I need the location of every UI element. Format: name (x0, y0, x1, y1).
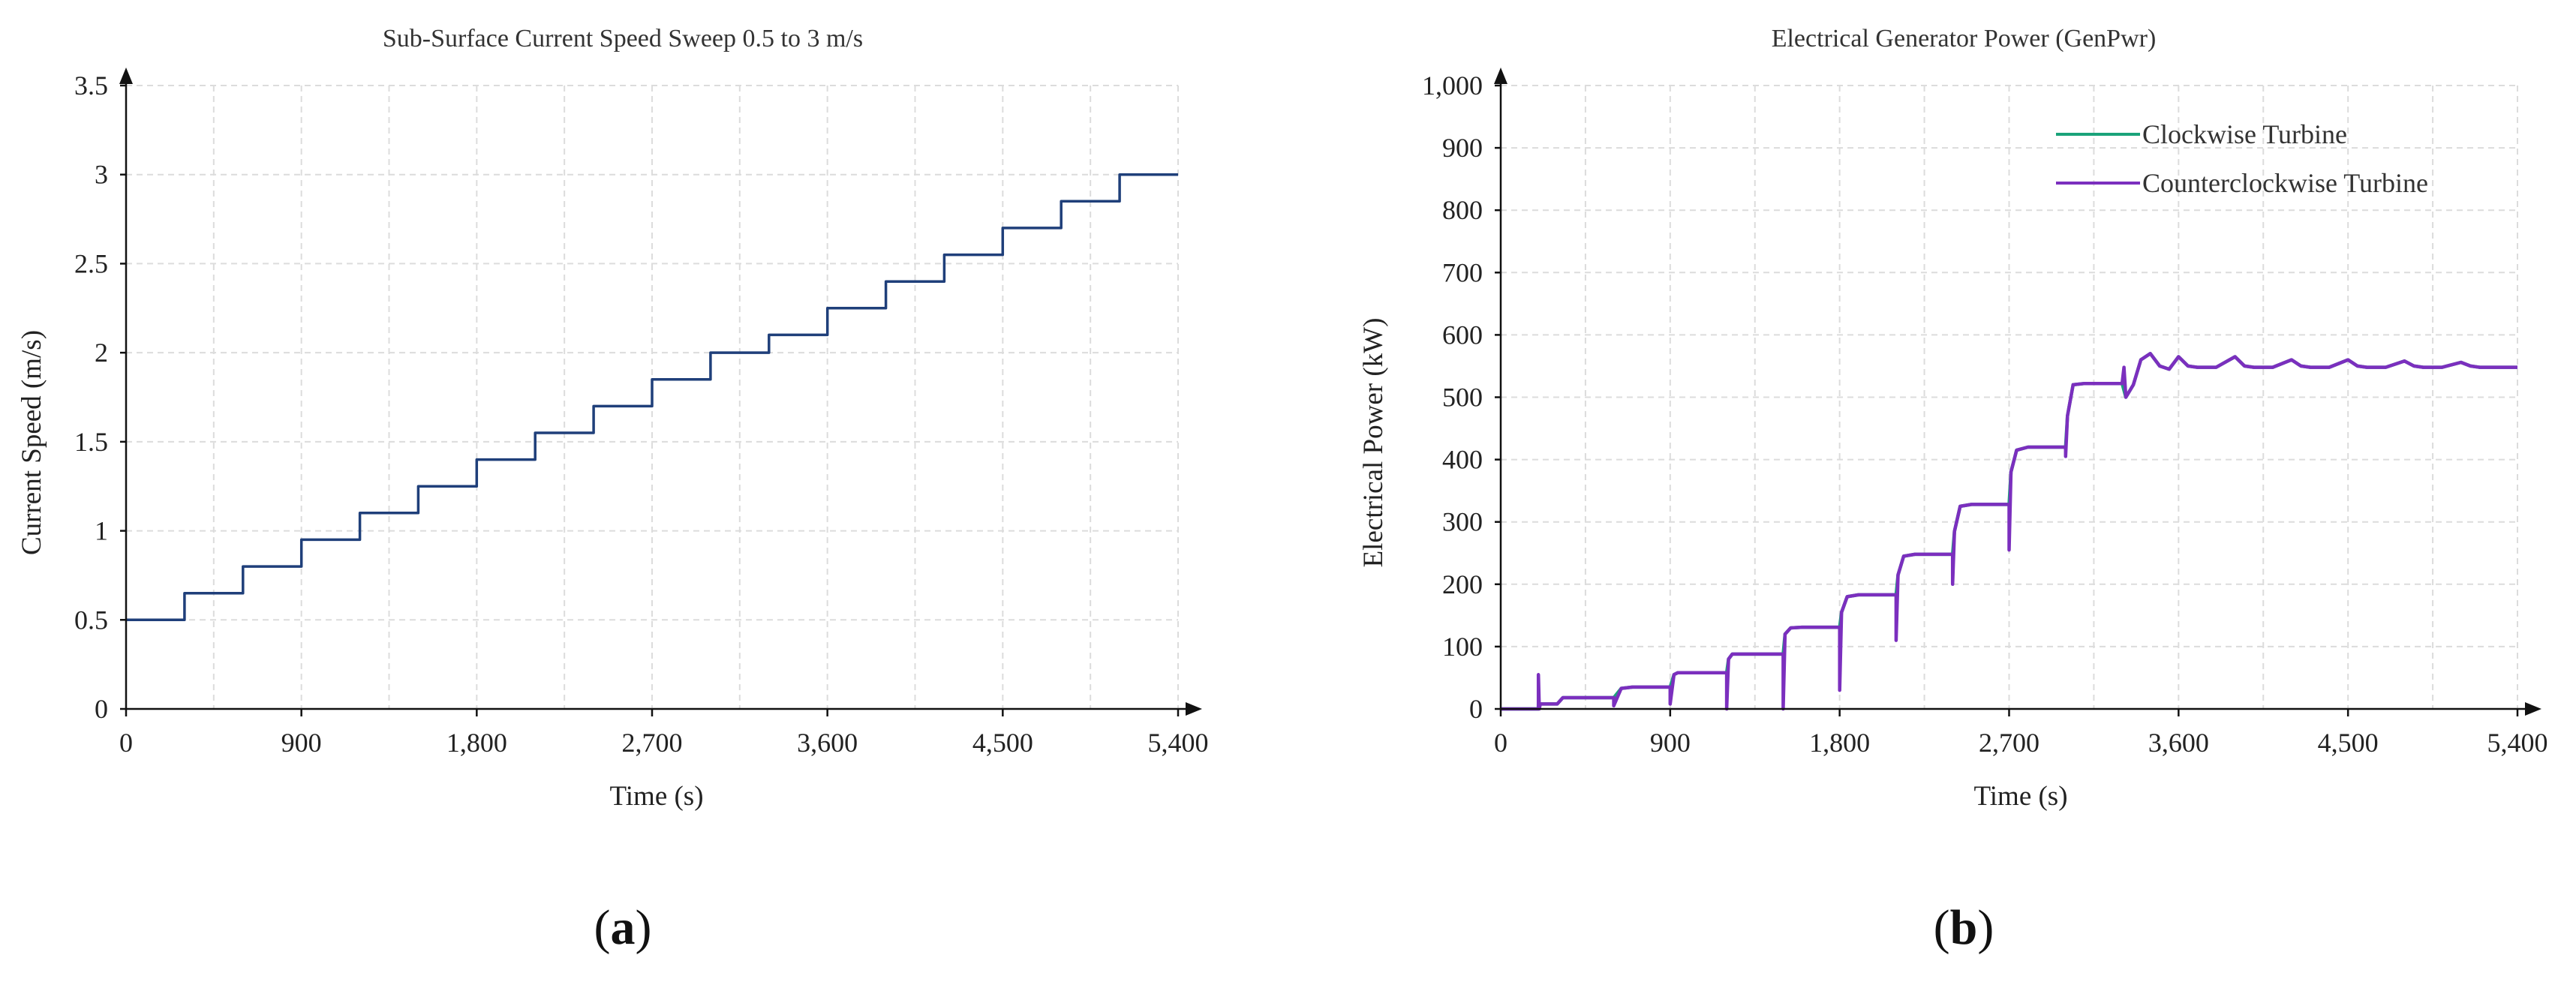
panel-label-b: (b) (1934, 900, 1994, 955)
y-tick-label: 700 (1442, 257, 1483, 287)
chart-b-y-axis-label: Electrical Power (kW) (1358, 318, 1389, 568)
y-axis-arrow (1494, 68, 1507, 84)
x-tick-label: 0 (119, 728, 133, 758)
x-tick-label: 3,600 (2148, 728, 2209, 758)
y-tick-label: 2.5 (74, 248, 108, 278)
y-tick-label: 600 (1442, 320, 1483, 350)
y-tick-label: 500 (1442, 383, 1483, 413)
y-tick-label: 100 (1442, 632, 1483, 662)
legend-label-counterclockwise: Counterclockwise Turbine (2142, 168, 2428, 198)
chart-b-x-axis-label: Time (s) (1973, 781, 2067, 812)
x-tick-label: 900 (1650, 728, 1691, 758)
y-tick-label: 1,000 (1422, 71, 1483, 101)
x-axis-arrow (2525, 702, 2541, 716)
x-tick-label: 900 (281, 728, 322, 758)
chart-b-series (1501, 352, 2517, 711)
y-tick-label: 0.5 (74, 605, 108, 635)
x-tick-label: 5,400 (1148, 728, 1209, 758)
chart-a-y-ticks: 0 0.5 1 1.5 2 2.5 3 3.5 (74, 71, 126, 724)
x-axis-arrow (1186, 702, 1202, 716)
y-tick-label: 800 (1442, 195, 1483, 225)
series-line-current-speed (126, 173, 1178, 622)
y-tick-label: 300 (1442, 507, 1483, 537)
x-tick-label: 1,800 (1809, 728, 1870, 758)
x-tick-label: 4,500 (972, 728, 1033, 758)
y-tick-label: 900 (1442, 133, 1483, 163)
y-tick-label: 0 (95, 694, 108, 724)
chart-a-series (126, 173, 1178, 622)
y-tick-label: 200 (1442, 569, 1483, 599)
chart-a-title: Sub-Surface Current Speed Sweep 0.5 to 3… (383, 25, 863, 53)
chart-current-speed: Sub-Surface Current Speed Sweep 0.5 to 3… (17, 25, 1209, 812)
panel-label-a: (a) (594, 900, 652, 955)
chart-generator-power: Electrical Generator Power (GenPwr) 0 900… (1358, 25, 2548, 812)
y-tick-label: 0 (1469, 694, 1483, 724)
y-tick-label: 3.5 (74, 71, 108, 101)
y-tick-label: 400 (1442, 445, 1483, 475)
x-tick-label: 3,600 (797, 728, 858, 758)
x-tick-label: 5,400 (2487, 728, 2548, 758)
y-tick-label: 3 (95, 160, 108, 190)
y-axis-arrow (119, 68, 133, 84)
legend-label-clockwise: Clockwise Turbine (2142, 119, 2347, 149)
chart-a-x-ticks: 0 900 1,800 2,700 3,600 4,500 5,400 (119, 709, 1209, 758)
series-line-counterclockwise-turbine (1501, 352, 2517, 711)
chart-a-x-axis-label: Time (s) (609, 781, 703, 812)
chart-a-grid (126, 85, 1179, 709)
y-tick-label: 2 (95, 338, 108, 368)
chart-a-axes (119, 68, 1202, 716)
chart-b-x-ticks: 0 900 1,800 2,700 3,600 4,500 5,400 (1494, 709, 2548, 758)
x-tick-label: 4,500 (2318, 728, 2379, 758)
y-tick-label: 1 (95, 516, 108, 546)
chart-b-y-ticks: 0 100 200 300 400 500 600 700 800 900 1,000 (1422, 71, 1501, 724)
x-tick-label: 2,700 (1979, 728, 2039, 758)
chart-b-legend: Clockwise Turbine Counterclockwise Turbi… (2056, 119, 2428, 198)
chart-b-title: Electrical Generator Power (GenPwr) (1772, 25, 2157, 53)
x-tick-label: 1,800 (446, 728, 507, 758)
x-tick-label: 2,700 (622, 728, 683, 758)
y-tick-label: 1.5 (74, 427, 108, 457)
chart-a-y-axis-label: Current Speed (m/s) (17, 330, 47, 555)
x-tick-label: 0 (1494, 728, 1507, 758)
chart-b-axes (1494, 68, 2541, 716)
